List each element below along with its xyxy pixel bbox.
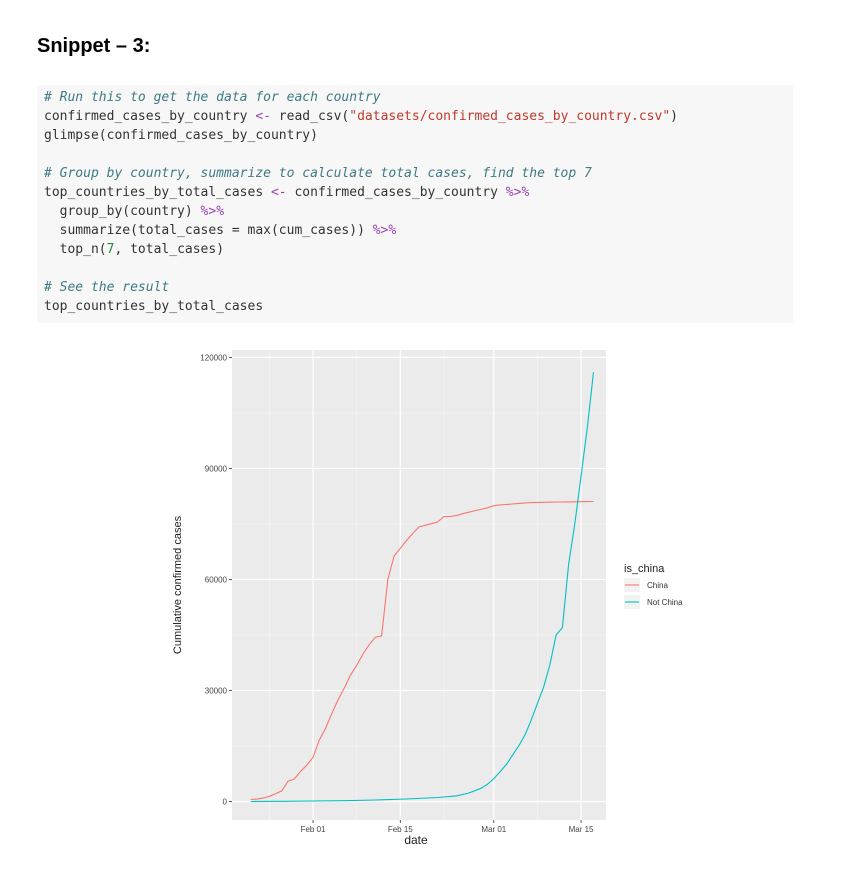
code-line: # Run this to get the data for each coun…	[44, 88, 793, 107]
code-token: glimpse(confirmed_cases_by_country)	[44, 128, 318, 143]
y-tick-label: 0	[223, 797, 228, 806]
code-line: # Group by country, summarize to calcula…	[44, 164, 793, 183]
code-token: %>%	[505, 185, 530, 200]
plot-panel	[232, 350, 606, 820]
code-token: # See the result	[44, 280, 170, 295]
series-lines	[250, 372, 595, 803]
code-line: glimpse(confirmed_cases_by_country)	[44, 126, 793, 145]
code-line: group_by(country) %>%	[44, 202, 793, 221]
code-token: read_csv(	[270, 109, 350, 124]
x-tick-label: Mar 01	[481, 825, 506, 834]
code-line: confirmed_cases_by_country <- read_csv("…	[44, 107, 793, 126]
x-tick-label: Feb 01	[301, 825, 326, 834]
code-line	[44, 259, 793, 278]
code-token: confirmed_cases_by_country	[44, 109, 256, 124]
code-token: 7	[106, 242, 115, 257]
section-heading: Snippet – 3:	[37, 35, 151, 57]
series-line-not-china	[250, 372, 595, 803]
x-axis-label: date	[404, 833, 428, 847]
line-chart-svg: 0 30000 60000 90000 120000 Feb 01 Feb 15 Mar 0…	[172, 350, 683, 847]
code-token: top_countries_by_total_cases	[44, 299, 264, 314]
code-token: # Run this to get the data for each coun…	[44, 90, 381, 105]
y-tick-label: 60000	[205, 575, 228, 584]
code-line: top_countries_by_total_cases <- confirme…	[44, 183, 793, 202]
code-token: , total_cases)	[114, 242, 225, 257]
code-token: top_countries_by_total_cases	[44, 185, 271, 200]
y-tick-label: 90000	[205, 464, 228, 473]
legend-label: China	[647, 581, 668, 590]
x-tick-label: Feb 15	[388, 825, 413, 834]
y-tick-label: 30000	[205, 686, 228, 695]
code-line: summarize(total_cases = max(cum_cases)) …	[44, 221, 793, 240]
code-token: %>%	[372, 223, 397, 238]
code-token: %>%	[200, 204, 225, 219]
series-line-china	[250, 500, 594, 801]
code-line: # See the result	[44, 278, 793, 297]
code-token: confirmed_cases_by_country	[286, 185, 506, 200]
grid	[232, 350, 606, 820]
legend-label: Not China	[647, 598, 683, 607]
code-block: # Run this to get the data for each coun…	[37, 85, 793, 323]
code-token: summarize(total_cases = max(cum_cases))	[44, 223, 373, 238]
code-line	[44, 145, 793, 164]
y-axis: 0 30000 60000 90000 120000	[200, 353, 232, 806]
code-token: <-	[270, 185, 287, 200]
code-line: top_countries_by_total_cases	[44, 297, 793, 316]
x-axis: Feb 01 Feb 15 Mar 01 Mar 15	[301, 820, 594, 834]
code-token: <-	[255, 109, 271, 124]
code-token: # Group by country, summarize to calcula…	[44, 166, 592, 181]
code-token: "datasets/confirmed_cases_by_country.csv…	[349, 109, 671, 124]
legend-title: is_china	[624, 563, 665, 575]
code-token: group_by(country)	[44, 204, 201, 219]
code-token: top_n(	[44, 242, 107, 257]
x-tick-label: Mar 15	[569, 825, 594, 834]
y-tick-label: 120000	[200, 353, 227, 362]
y-axis-label: Cumulative confirmed cases	[172, 515, 184, 654]
code-line: top_n(7, total_cases)	[44, 240, 793, 259]
chart: 0 30000 60000 90000 120000 Feb 01 Feb 15 Mar 0…	[170, 345, 730, 855]
code-token: )	[670, 109, 678, 124]
legend: is_china China Not China	[624, 563, 683, 609]
